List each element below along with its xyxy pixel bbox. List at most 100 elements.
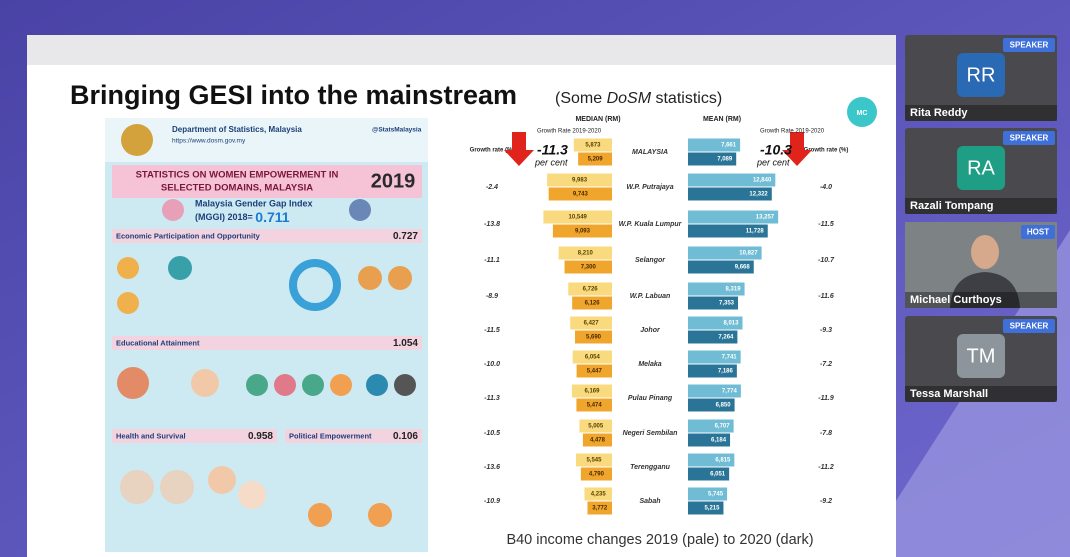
region-name: W.P. Kuala Lumpur bbox=[619, 221, 683, 228]
median-label: 6,427 bbox=[584, 321, 600, 327]
org-handle: @StatsMalaysia bbox=[372, 127, 422, 134]
slide-subtitle: (Some DoSM statistics) bbox=[555, 90, 722, 107]
median-growth: -13.8 bbox=[484, 221, 500, 228]
median-label: 5,690 bbox=[586, 335, 602, 341]
icon bbox=[349, 199, 371, 221]
mean-growth: -4.0 bbox=[820, 184, 832, 191]
median-growth: -11.5 bbox=[484, 327, 500, 334]
mean-growth: -9.3 bbox=[820, 327, 832, 334]
participant-name: Michael Curthoys bbox=[910, 294, 1002, 306]
role-badge-text: SPEAKER bbox=[1010, 41, 1049, 50]
org-url: https://www.dosm.gov.my bbox=[172, 138, 246, 145]
callout-label: Growth Rate 2019-2020 bbox=[760, 129, 825, 135]
mean-growth: -11.6 bbox=[818, 293, 834, 300]
participant-name: Rita Reddy bbox=[910, 107, 968, 119]
median-growth: -11.3 bbox=[484, 395, 500, 402]
meeting-window: Bringing GESI into the mainstream (Some … bbox=[0, 0, 1070, 557]
presenter-badge-text: MC bbox=[857, 110, 868, 117]
mean-growth: -9.2 bbox=[820, 498, 832, 505]
median-label: 6,726 bbox=[583, 287, 599, 293]
mean-header: MEAN (RM) bbox=[703, 116, 741, 123]
subtitle-em: DoSM bbox=[607, 90, 652, 107]
banner-line: SELECTED DOMAINS, MALAYSIA bbox=[161, 183, 313, 194]
median-label: 9,743 bbox=[573, 192, 589, 198]
region-name: W.P. Labuan bbox=[630, 293, 671, 300]
icon bbox=[366, 374, 388, 396]
section-name: Health and Survival bbox=[116, 431, 186, 440]
icon bbox=[168, 256, 192, 280]
median-growth: -10.0 bbox=[484, 361, 500, 368]
mean-label: 7,264 bbox=[718, 335, 734, 341]
banner-line: STATISTICS ON WOMEN EMPOWERMENT IN bbox=[136, 170, 339, 181]
section-score: 0.727 bbox=[393, 231, 418, 242]
avatar-initials: RA bbox=[967, 157, 995, 179]
mean-label: 7,353 bbox=[719, 301, 735, 307]
median-label: 4,790 bbox=[589, 472, 605, 478]
mean-label: 7,661 bbox=[721, 143, 737, 149]
icon bbox=[246, 374, 268, 396]
slide-title: Bringing GESI into the mainstream bbox=[70, 80, 517, 110]
mean-label: 6,184 bbox=[711, 438, 727, 444]
mean-label: 10,827 bbox=[739, 251, 758, 257]
median-label: 6,169 bbox=[584, 389, 600, 395]
role-badge-text: SPEAKER bbox=[1010, 134, 1049, 143]
callout-unit: per cent bbox=[534, 157, 568, 167]
callout-label: Growth Rate 2019-2020 bbox=[537, 129, 602, 135]
subtitle-prefix: (Some bbox=[555, 90, 607, 107]
mggi-value: 0.711 bbox=[255, 209, 289, 225]
mggi-label-text: (MGGI) 2018= bbox=[195, 212, 253, 222]
org-name: Department of Statistics, Malaysia bbox=[172, 125, 302, 134]
mean-growth: -7.8 bbox=[820, 430, 832, 437]
region-name: Johor bbox=[640, 327, 661, 334]
median-label: 9,983 bbox=[572, 178, 588, 184]
icon bbox=[368, 503, 392, 527]
mean-growth: -7.2 bbox=[820, 361, 832, 368]
mean-label: 6,707 bbox=[715, 424, 731, 430]
mean-callout: -10.3 bbox=[760, 142, 792, 158]
median-label: 5,474 bbox=[587, 403, 603, 409]
participant-name: Tessa Marshall bbox=[910, 388, 988, 400]
icon bbox=[308, 503, 332, 527]
mean-label: 7,089 bbox=[717, 157, 733, 163]
subtitle-suffix: statistics) bbox=[651, 90, 722, 107]
mean-label: 7,741 bbox=[722, 355, 738, 361]
role-badge-text: SPEAKER bbox=[1010, 322, 1049, 331]
icon bbox=[191, 369, 219, 397]
median-growth: -11.1 bbox=[484, 257, 500, 264]
median-growth: -10.5 bbox=[484, 430, 500, 437]
region-name: Melaka bbox=[638, 361, 661, 368]
section-score: 0.106 bbox=[393, 431, 418, 442]
median-label: 6,126 bbox=[585, 301, 601, 307]
median-callout: -11.3 bbox=[537, 142, 568, 158]
video-face bbox=[971, 235, 999, 269]
icon bbox=[358, 266, 382, 290]
avatar-initials: TM bbox=[967, 345, 996, 367]
avatar-initials: RR bbox=[967, 64, 996, 86]
icon bbox=[162, 199, 184, 221]
mean-growth: -11.9 bbox=[818, 395, 834, 402]
median-label: 9,093 bbox=[575, 229, 591, 235]
mean-label: 5,745 bbox=[708, 492, 724, 498]
icon bbox=[120, 470, 154, 504]
mean-label: 12,322 bbox=[749, 192, 768, 198]
mggi-label: Malaysia Gender Gap Index bbox=[195, 198, 313, 208]
region-name: Sabah bbox=[639, 498, 660, 505]
median-label: 5,545 bbox=[586, 458, 602, 464]
icon bbox=[238, 481, 266, 509]
mean-label: 8,319 bbox=[726, 287, 742, 293]
mean-label: 7,774 bbox=[722, 389, 738, 395]
median-label: 6,054 bbox=[585, 355, 601, 361]
median-header: MEDIAN (RM) bbox=[575, 116, 620, 123]
median-label: 5,447 bbox=[587, 369, 603, 375]
participant-name: Razali Tompang bbox=[910, 200, 994, 212]
icon bbox=[274, 374, 296, 396]
mean-label: 8,013 bbox=[723, 321, 739, 327]
logo bbox=[121, 124, 153, 156]
mean-label: 6,815 bbox=[715, 458, 731, 464]
median-label: 3,772 bbox=[592, 506, 608, 512]
median-label: 4,235 bbox=[591, 492, 607, 498]
region-name: W.P. Putrajaya bbox=[626, 184, 673, 191]
mean-label: 5,215 bbox=[704, 506, 720, 512]
slide-caption: B40 income changes 2019 (pale) to 2020 (… bbox=[506, 532, 813, 548]
mean-growth: -11.5 bbox=[818, 221, 834, 228]
